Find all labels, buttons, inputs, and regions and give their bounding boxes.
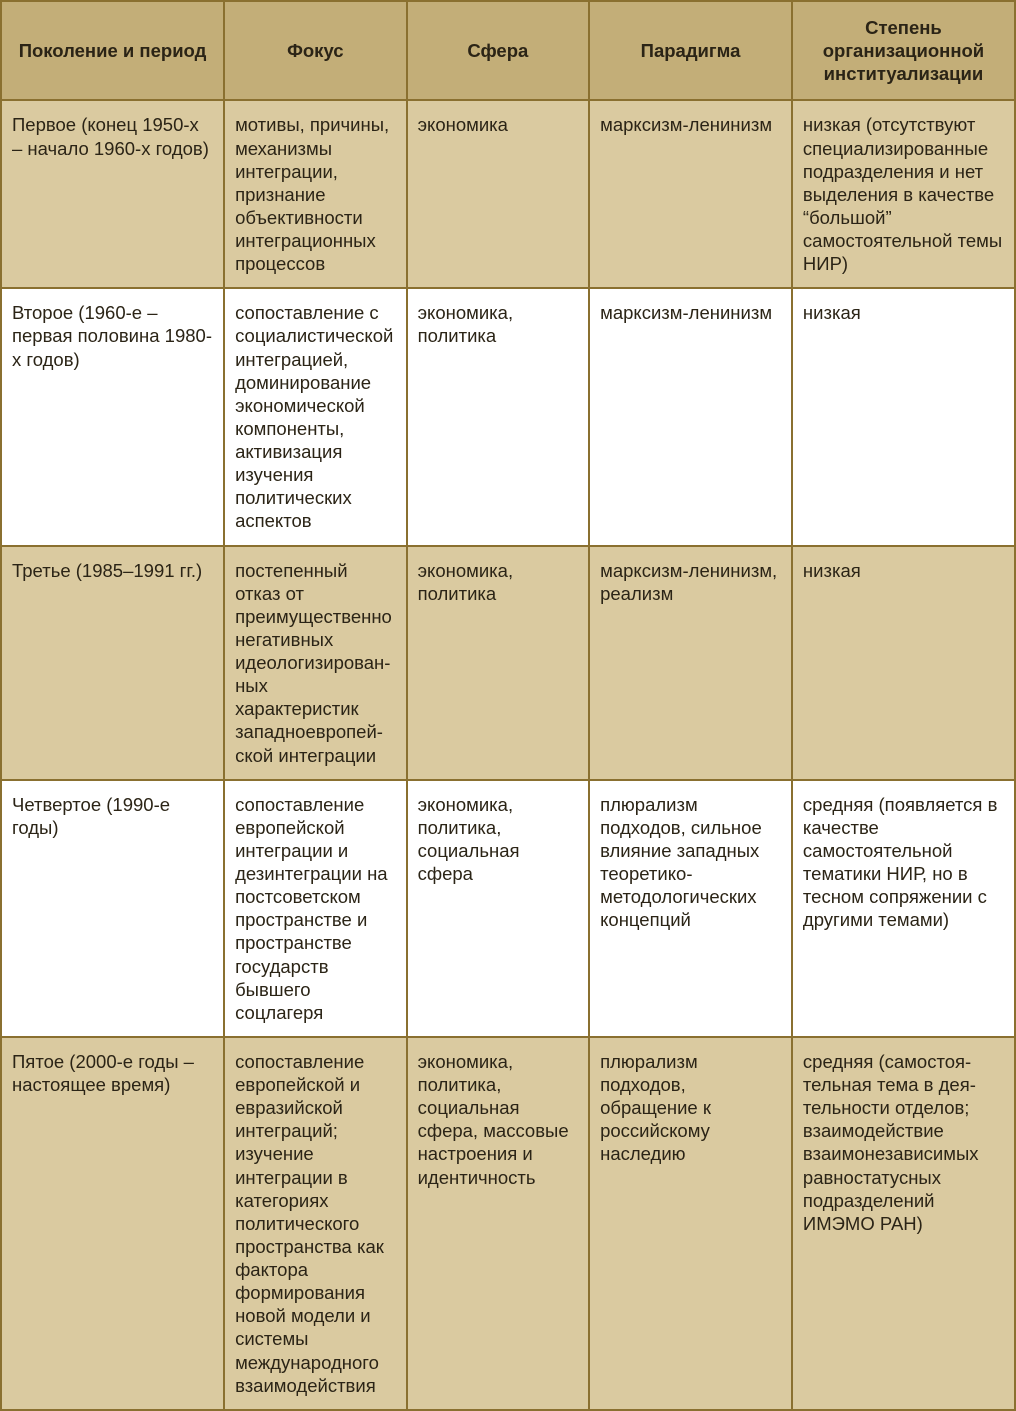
cell-sphere: экономика (407, 100, 590, 288)
table-header-row: Поколение и период Фокус Сфера Парадигма… (1, 1, 1015, 100)
cell-inst: средняя (самостоя­тельная тема в дея­тел… (792, 1037, 1015, 1410)
table-row: Третье (1985–1991 гг.) постепенный отказ… (1, 546, 1015, 780)
cell-generation: Первое (конец 1950-х – начало 1960-х год… (1, 100, 224, 288)
cell-generation: Второе (1960-е – первая половина 1980-х … (1, 288, 224, 545)
cell-inst: низкая (792, 546, 1015, 780)
cell-generation: Четвертое (1990-е годы) (1, 780, 224, 1037)
cell-sphere: экономика, политика (407, 546, 590, 780)
cell-inst: низкая (отсутствуют специализирован­ные … (792, 100, 1015, 288)
cell-sphere: экономика, политика (407, 288, 590, 545)
col-header-focus: Фокус (224, 1, 407, 100)
cell-paradigm: плюрализм подходов, сильное влияние запа… (589, 780, 792, 1037)
cell-paradigm: плюрализм подходов, обращение к российск… (589, 1037, 792, 1410)
col-header-generation: Поколение и период (1, 1, 224, 100)
cell-focus: сопоставление европейской и евразийской … (224, 1037, 407, 1410)
cell-focus: сопоставление с социалистической интегра… (224, 288, 407, 545)
cell-inst: средняя (появляется в качестве самостоят… (792, 780, 1015, 1037)
cell-focus: мотивы, причины, механизмы интеграции, п… (224, 100, 407, 288)
table-row: Второе (1960-е – первая половина 1980-х … (1, 288, 1015, 545)
cell-sphere: экономика, политика, социальная сфера, м… (407, 1037, 590, 1410)
cell-generation: Третье (1985–1991 гг.) (1, 546, 224, 780)
table-row: Четвертое (1990-е годы) сопоставление ев… (1, 780, 1015, 1037)
cell-sphere: экономика, политика, социальная сфера (407, 780, 590, 1037)
cell-paradigm: марксизм-ленинизм, реализм (589, 546, 792, 780)
table-row: Первое (конец 1950-х – начало 1960-х год… (1, 100, 1015, 288)
cell-paradigm: марксизм-ленинизм (589, 288, 792, 545)
generations-table: Поколение и период Фокус Сфера Парадигма… (0, 0, 1016, 1411)
cell-focus: сопоставление европейской интеграции и д… (224, 780, 407, 1037)
col-header-paradigm: Парадигма (589, 1, 792, 100)
cell-paradigm: марксизм-ленинизм (589, 100, 792, 288)
table-row: Пятое (2000-е годы – настоящее время) со… (1, 1037, 1015, 1410)
col-header-inst: Степень организационной институализации (792, 1, 1015, 100)
cell-focus: постепенный отказ от преимуществен­но не… (224, 546, 407, 780)
col-header-sphere: Сфера (407, 1, 590, 100)
cell-generation: Пятое (2000-е годы – настоящее время) (1, 1037, 224, 1410)
cell-inst: низкая (792, 288, 1015, 545)
